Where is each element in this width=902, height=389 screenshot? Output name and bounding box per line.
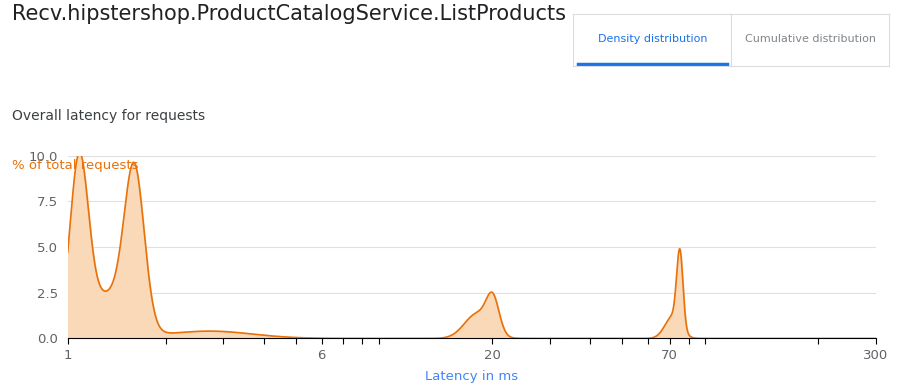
Text: % of total requests: % of total requests <box>12 159 138 172</box>
Text: Density distribution: Density distribution <box>597 34 706 44</box>
Text: Overall latency for requests: Overall latency for requests <box>12 109 205 123</box>
X-axis label: Latency in ms: Latency in ms <box>425 370 518 383</box>
Text: Recv.hipstershop.ProductCatalogService.ListProducts: Recv.hipstershop.ProductCatalogService.L… <box>12 4 566 24</box>
Text: Cumulative distribution: Cumulative distribution <box>744 34 875 44</box>
